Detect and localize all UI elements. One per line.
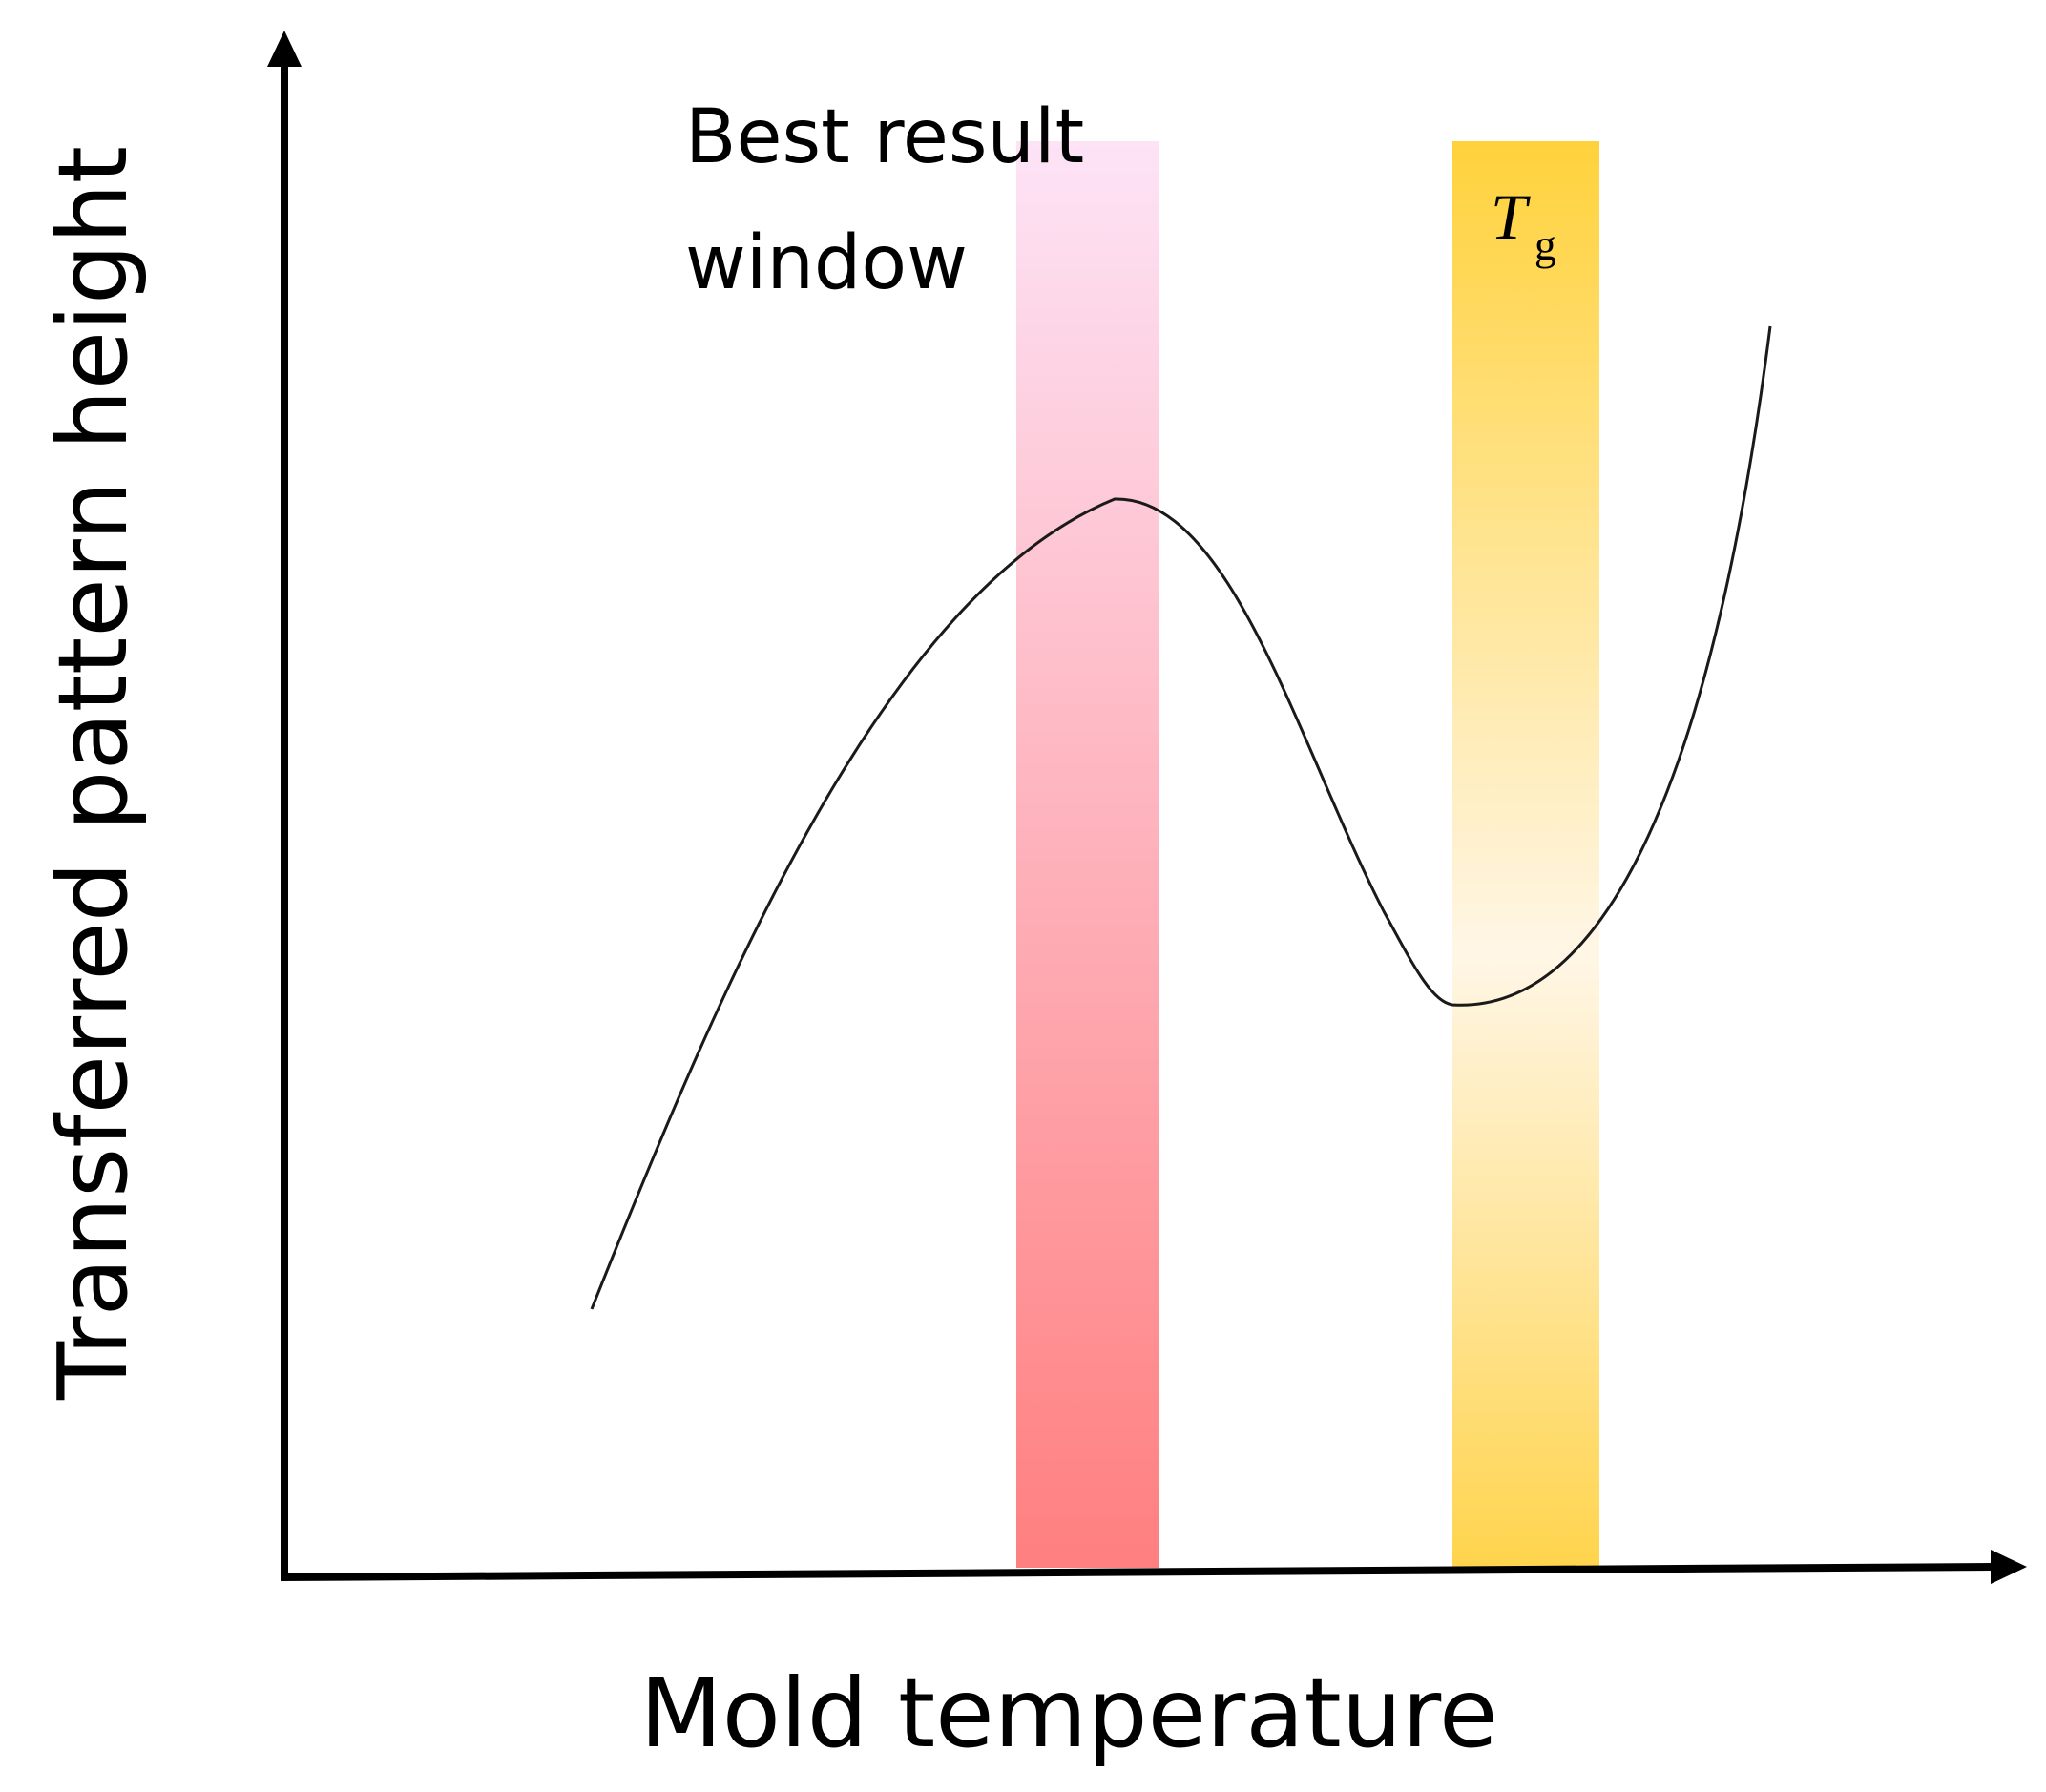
x-axis-line [280, 1563, 1995, 1581]
tg-label-sub: g [1534, 220, 1556, 269]
best-window-label-line1: Best result [685, 94, 1084, 180]
response-curve [590, 325, 1772, 1310]
tg-label-main: T [1491, 180, 1531, 253]
x-axis-label: Mold temperature [639, 1657, 1497, 1769]
y-axis-label: Transferred pattern height [37, 146, 149, 1401]
tg-band [1452, 141, 1599, 1568]
y-axis-arrowhead [267, 31, 302, 67]
best-window-label-line2: window [685, 220, 968, 306]
tg-label: T g [1491, 180, 1556, 269]
best-result-window-band [1016, 141, 1159, 1568]
x-axis-arrowhead [1991, 1550, 2027, 1584]
